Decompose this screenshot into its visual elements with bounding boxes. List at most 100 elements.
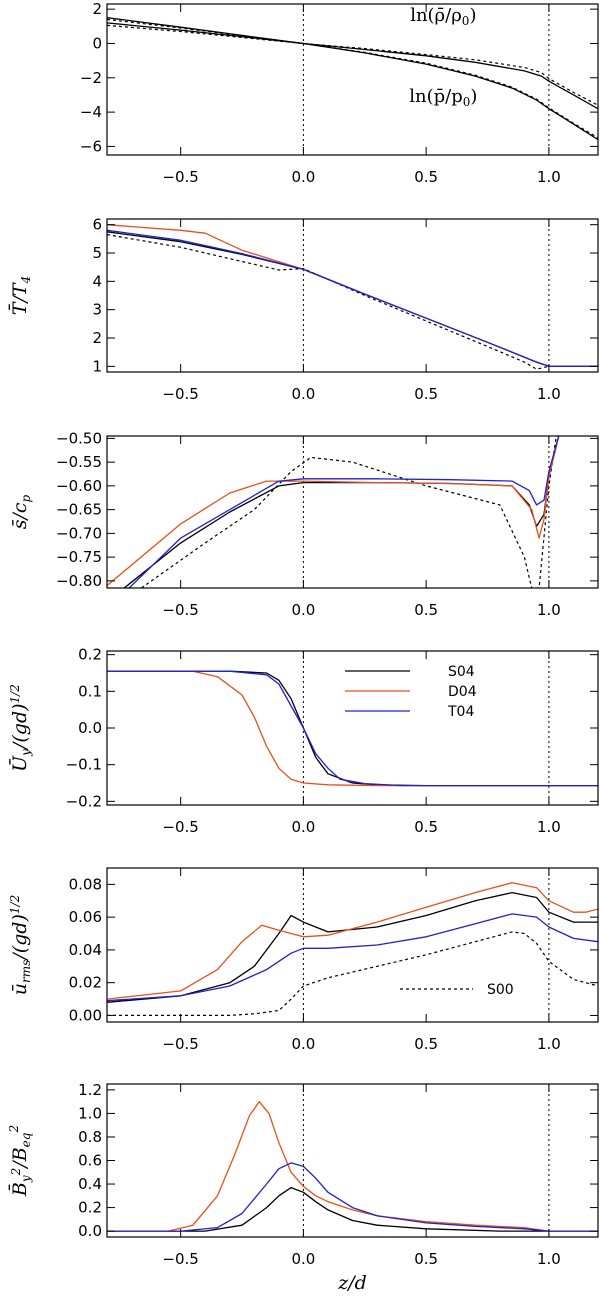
series-line-t04: [107, 1162, 598, 1232]
series-line-ln-rho: [107, 22, 598, 110]
y-tick-label: 2: [92, 329, 102, 347]
series-line-t04: [107, 229, 598, 367]
series-group: [107, 670, 598, 787]
panel-p3: −0.50 −0.55 −0.60 −0.65 −0.70 −0.75 −0.80 −0.5 0…: [9, 429, 599, 619]
x-tick-label: 1.0: [537, 601, 561, 619]
x-tick-label: 0.5: [414, 385, 438, 403]
x-tick-label: 0.5: [414, 601, 438, 619]
y-tick-label: 0.02: [69, 974, 102, 992]
y-tick-label: −0.65: [56, 501, 102, 519]
series-group: [107, 17, 598, 141]
series-line-d04: [107, 1101, 598, 1232]
panel-p2: 6 5 4 3 2 1 −0.5 0.0 0.5 1.0 T̄/T4: [8, 216, 599, 403]
x-tick-label: −0.5: [162, 385, 198, 403]
y-tick-label: 0.06: [69, 908, 102, 926]
series-line-s00: [107, 234, 598, 370]
panel-p5: 0.08 0.06 0.04 0.02 0.00 −0.5 0.0 0.5 1.0 ūrms/(g…: [8, 867, 599, 1053]
x-tick-label: 1.0: [537, 818, 561, 836]
y-tick-label: 0.04: [69, 941, 102, 959]
y-axis-label: B̄y2/Beq2: [7, 1125, 33, 1197]
axes-frame: [106, 3, 599, 156]
y-tick-label: −0.80: [56, 572, 102, 590]
y-axis-label: Ūy/(gd)1/2: [8, 684, 33, 772]
series-line-ln-p-s00: [107, 18, 598, 139]
series-line-d04: [107, 670, 598, 787]
y-tick-label: 5: [92, 244, 102, 262]
series-line-s04: [107, 891, 598, 1003]
panel-p1: 2 0 −2 −4 −6 −0.5 0.0 0.5 1.0 ln(ρ̄/ρ0) ln(p̄/p0): [80, 0, 599, 186]
x-tick-label: −0.5: [162, 1035, 198, 1053]
y-tick-label: 1.0: [78, 1104, 102, 1122]
axes-frame: [106, 867, 599, 1023]
x-tick-label: 1.0: [537, 168, 561, 186]
y-tick-label: 0.2: [78, 646, 102, 664]
y-tick-label: −0.2: [66, 792, 102, 810]
y-tick-label: −4: [80, 103, 102, 121]
legend-label-d04: D04: [448, 684, 477, 700]
y-tick-label: 6: [92, 216, 102, 234]
y-tick-label: 0.00: [69, 1006, 102, 1024]
panel-p6: 1.2 1.0 0.8 0.6 0.4 0.2 0.0 −0.5 0.0 0.5 1.0 B̄y2/B…: [7, 1081, 599, 1294]
series-line-d04: [107, 224, 598, 367]
series-line-s04: [123, 436, 560, 588]
y-tick-label: 0.6: [78, 1152, 102, 1170]
y-tick-label: −0.55: [56, 453, 102, 471]
x-tick-label: −0.5: [162, 818, 198, 836]
y-tick-label: 0.4: [78, 1175, 102, 1193]
legend: S00: [400, 982, 514, 998]
x-tick-label: 1.0: [537, 385, 561, 403]
series-line-s00: [141, 436, 557, 588]
legend-label-s00: S00: [487, 982, 514, 998]
series-line-d04: [107, 436, 560, 587]
series-line-t04: [107, 670, 598, 787]
y-tick-label: 3: [92, 301, 102, 319]
x-tick-label: 0.0: [291, 1035, 315, 1053]
x-tick-label: 0.5: [414, 168, 438, 186]
y-tick-label: 0: [92, 34, 102, 52]
y-tick-label: 2: [92, 0, 102, 18]
y-tick-label: 0.1: [78, 682, 102, 700]
annotation-label: ln(p̄/p0): [409, 86, 477, 109]
x-tick-label: 0.0: [291, 168, 315, 186]
y-tick-label: 0.0: [78, 1222, 102, 1240]
x-tick-label: 0.5: [414, 1250, 438, 1268]
legend-label-s04: S04: [448, 664, 475, 680]
series-group: [107, 882, 598, 1017]
x-axis-label: z/d: [337, 1272, 367, 1294]
series-group: [107, 224, 598, 370]
y-tick-label: 4: [92, 272, 102, 290]
series-line-s04: [107, 670, 598, 787]
series-group: [107, 1101, 598, 1232]
legend-label-t04: T04: [447, 704, 474, 720]
y-tick-label: −0.50: [56, 429, 102, 447]
series-line-ln-rho-s00: [107, 24, 598, 106]
axes-frame: [106, 435, 599, 589]
axes-frame: [106, 218, 599, 373]
x-tick-label: −0.5: [162, 1250, 198, 1268]
annotation-label: ln(ρ̄/ρ0): [410, 5, 476, 28]
series-line-s00: [107, 931, 598, 1017]
y-tick-label: −6: [80, 137, 102, 155]
x-tick-label: −0.5: [162, 168, 198, 186]
y-tick-label: −0.75: [56, 548, 102, 566]
x-tick-label: 1.0: [537, 1035, 561, 1053]
x-tick-label: 0.0: [291, 385, 315, 403]
series-line-t04: [107, 913, 598, 1002]
x-tick-label: 0.5: [414, 818, 438, 836]
y-tick-label: 0.08: [69, 875, 102, 893]
x-tick-label: 0.5: [414, 1035, 438, 1053]
axes-frame: [106, 1083, 599, 1238]
series-line-s04: [107, 1186, 598, 1232]
panel-p4: 0.2 0.1 0.0 −0.1 −0.2 −0.5 0.0 0.5 1.0 Ūy/(gd)1/2…: [8, 646, 599, 836]
x-tick-label: 0.0: [291, 601, 315, 619]
series-line-d04: [107, 882, 598, 1000]
y-tick-label: 0.2: [78, 1199, 102, 1217]
y-axis-label: s̄/cp: [9, 494, 33, 529]
y-tick-label: 0.0: [78, 719, 102, 737]
x-tick-label: −0.5: [162, 601, 198, 619]
y-axis-label: ūrms/(gd)1/2: [8, 895, 33, 995]
y-tick-label: 0.8: [78, 1128, 102, 1146]
y-tick-label: −2: [80, 69, 102, 87]
x-tick-label: 0.0: [291, 818, 315, 836]
